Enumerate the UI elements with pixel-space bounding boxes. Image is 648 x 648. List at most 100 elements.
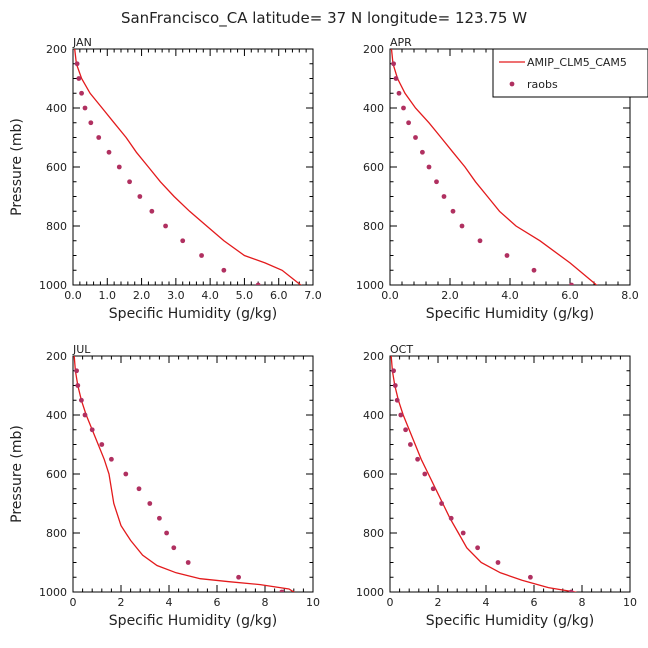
raob-point — [450, 208, 456, 214]
raob-point — [74, 368, 79, 374]
x-tick-label: 3.0 — [167, 289, 185, 302]
x-tick-label: 2.0 — [441, 289, 459, 302]
raob-point — [221, 267, 227, 273]
y-tick-label: 200 — [363, 43, 384, 56]
raob-point — [136, 486, 142, 492]
raob-point — [434, 179, 439, 185]
raob-point — [415, 456, 420, 462]
y-tick-label: 200 — [46, 43, 67, 56]
x-tick-label: 6.0 — [561, 289, 579, 302]
x-tick-label: 8.0 — [621, 289, 639, 302]
x-tick-label: 0.0 — [381, 289, 399, 302]
model-line-jul — [73, 356, 296, 592]
y-tick-label: 1000 — [39, 586, 67, 599]
y-tick-label: 200 — [46, 350, 67, 363]
x-tick-label: 5.0 — [236, 289, 254, 302]
raob-point — [504, 253, 510, 258]
raob-point — [180, 238, 186, 244]
y-tick-label: 800 — [46, 527, 67, 540]
x-tick-label: 6 — [531, 596, 538, 609]
raob-point — [495, 560, 501, 565]
raob-point — [279, 589, 285, 592]
raob-point — [391, 61, 396, 67]
y-tick-label: 400 — [363, 102, 384, 115]
raob-point — [528, 574, 533, 580]
y-axis-label: Pressure (mb) — [9, 425, 25, 523]
legend-box — [492, 48, 648, 98]
raob-point — [401, 105, 406, 111]
raob-point — [127, 179, 132, 185]
raob-point — [147, 501, 153, 506]
raob-point — [123, 471, 129, 477]
raob-point — [82, 412, 88, 418]
y-tick-label: 1000 — [356, 279, 384, 292]
raob-point — [441, 194, 447, 199]
raob-point — [171, 545, 177, 551]
model-line-jan — [74, 49, 302, 285]
y-tick-label: 200 — [363, 350, 384, 363]
raob-point — [460, 530, 466, 536]
raob-point — [426, 164, 432, 170]
raob-point — [430, 486, 436, 492]
y-tick-label: 1000 — [356, 586, 384, 599]
raob-point — [403, 427, 408, 433]
raob-point — [149, 208, 155, 214]
data-layer-oct — [390, 356, 578, 592]
raob-point — [475, 545, 480, 551]
x-axis-label: Specific Humidity (g/kg) — [109, 306, 277, 322]
raob-point — [477, 238, 483, 244]
y-tick-label: 600 — [46, 161, 67, 174]
raob-point — [99, 442, 105, 447]
raob-point — [109, 456, 114, 462]
raob-point — [75, 383, 81, 388]
raob-point — [394, 397, 400, 403]
raob-point — [396, 90, 402, 96]
raob-point — [106, 149, 112, 155]
raob-point — [88, 120, 94, 126]
panel-jul: JUL 0 2 4 6 8 10 200 400 600 800 1000 Specific Humid… — [9, 343, 320, 629]
plot-frame-jan — [72, 48, 314, 286]
x-tick-label: 0.0 — [64, 289, 82, 302]
panel-jan: JAN 0.0 1.0 2.0 3.0 4.0 5.0 6.0 7.0 200 400 600 800 1… — [9, 36, 322, 322]
y-tick-label: 600 — [363, 468, 384, 481]
panel-label-jan: JAN — [72, 36, 92, 49]
y-tick-label: 600 — [46, 468, 67, 481]
raob-point — [236, 574, 242, 580]
raob-point — [392, 383, 398, 388]
x-tick-label: 0 — [387, 596, 394, 609]
x-tick-label: 7.0 — [304, 289, 322, 302]
raob-point — [163, 223, 168, 229]
panel-label-apr: APR — [390, 36, 412, 49]
x-tick-label: 4 — [166, 596, 173, 609]
raob-point — [569, 282, 574, 285]
x-tick-label: 2 — [435, 596, 442, 609]
panel-label-jul: JUL — [72, 343, 91, 356]
raob-point — [531, 267, 537, 273]
panel-label-oct: OCT — [390, 343, 413, 356]
raob-point — [185, 560, 191, 565]
x-tick-label: 10 — [623, 596, 637, 609]
x-tick-label: 6 — [214, 596, 221, 609]
y-axis-label: Pressure (mb) — [9, 118, 25, 216]
raob-point — [76, 76, 82, 81]
x-axis-label: Specific Humidity (g/kg) — [426, 613, 594, 629]
panel-oct: OCT 0 2 4 6 8 10 200 400 600 800 1000 Specific Humid… — [356, 343, 637, 629]
raob-point — [137, 194, 143, 199]
raob-point — [406, 120, 411, 126]
y-tick-label: 400 — [46, 102, 67, 115]
raob-point — [79, 90, 84, 96]
raob-point — [157, 515, 162, 521]
x-tick-label: 2 — [118, 596, 125, 609]
x-tick-label: 6.0 — [270, 289, 288, 302]
x-axis-label: Specific Humidity (g/kg) — [426, 306, 594, 322]
y-tick-label: 800 — [46, 220, 67, 233]
model-line-apr — [390, 49, 598, 285]
raob-point — [255, 282, 261, 285]
x-tick-label: 0 — [70, 596, 77, 609]
raob-point — [398, 412, 404, 418]
x-tick-label: 8 — [262, 596, 269, 609]
raob-point — [79, 397, 84, 403]
x-tick-label: 1.0 — [99, 289, 117, 302]
